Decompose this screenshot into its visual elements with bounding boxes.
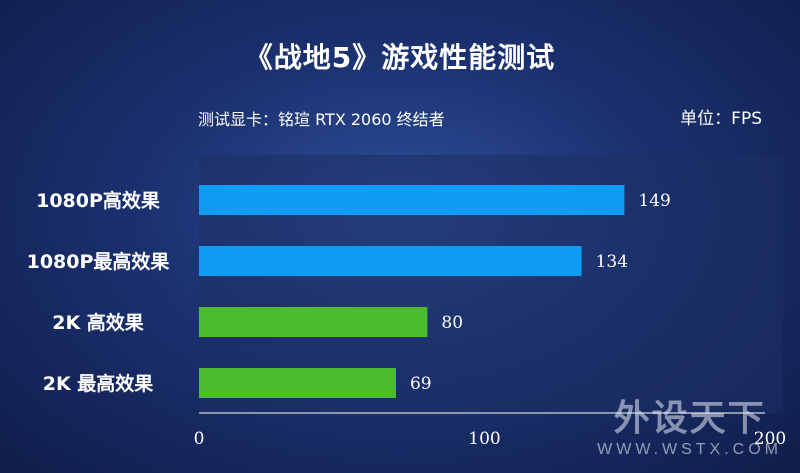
x-tick-label: 200 bbox=[754, 429, 786, 449]
bar-4 bbox=[199, 368, 396, 398]
value-label: 149 bbox=[638, 191, 670, 211]
unit-label: 单位：FPS bbox=[680, 109, 762, 129]
x-tick-label: 100 bbox=[468, 429, 500, 449]
watermark-url: WWW.WSTX.COM bbox=[597, 441, 782, 458]
value-label: 134 bbox=[596, 252, 628, 272]
category-label: 1080P最高效果 bbox=[27, 250, 170, 273]
category-label: 2K 高效果 bbox=[52, 311, 144, 334]
watermark: 外设天下 WWW.WSTX.COM bbox=[597, 389, 782, 459]
bar-2 bbox=[199, 246, 582, 276]
watermark-logo-text: 外设天下 bbox=[613, 398, 766, 439]
chart-subtitle: 测试显卡：铭瑄 RTX 2060 终结者 bbox=[198, 110, 445, 129]
category-label: 2K 最高效果 bbox=[43, 372, 154, 395]
value-label: 80 bbox=[441, 313, 463, 333]
chart-title: 《战地5》游戏性能测试 bbox=[244, 41, 556, 74]
value-label: 69 bbox=[410, 374, 432, 394]
bar-3 bbox=[199, 307, 428, 337]
category-label: 1080P高效果 bbox=[36, 189, 160, 212]
x-tick-label: 0 bbox=[194, 429, 205, 449]
bar-1 bbox=[199, 185, 625, 215]
